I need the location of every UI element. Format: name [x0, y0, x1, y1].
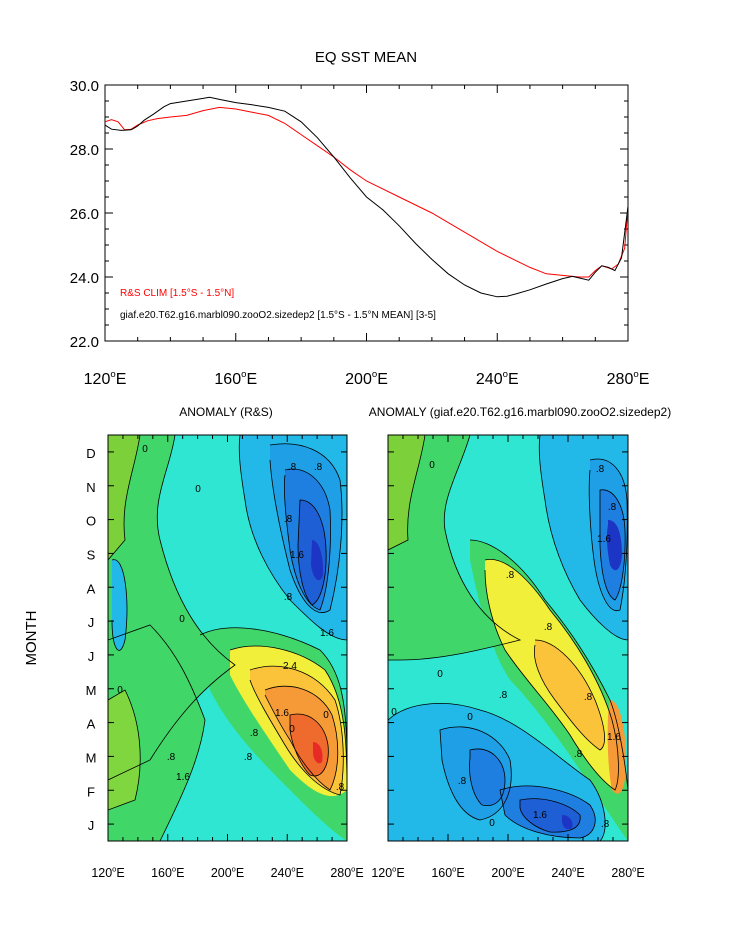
series-line-rs-clim	[105, 106, 628, 278]
month-tick-label: J	[88, 615, 95, 630]
contour-label: .8	[574, 749, 583, 760]
contour-label: .8	[244, 752, 253, 763]
left-heatmap-field	[108, 435, 347, 841]
contour-label: 0	[289, 724, 295, 735]
contour-label: .8	[314, 462, 323, 473]
panel-x-tick-label: 200oE	[211, 864, 244, 880]
panel-x-tick-label: 280oE	[611, 864, 644, 880]
contour-label: .8	[458, 776, 467, 787]
contour-label: .8	[336, 782, 345, 793]
contour-label: .8	[167, 752, 176, 763]
month-tick-label: A	[87, 581, 96, 596]
contour-label: 1.6	[320, 628, 334, 639]
month-tick-label: J	[88, 649, 95, 664]
left-panel-title: ANOMALY (R&S)	[179, 405, 273, 419]
panel-x-tick-label: 240oE	[271, 864, 304, 880]
series-line-model	[105, 96, 628, 298]
contour-label: 1.6	[290, 550, 304, 561]
month-tick-label: M	[86, 750, 97, 765]
month-tick-label: J	[88, 818, 95, 833]
contour-label: .8	[544, 622, 553, 633]
month-tick-label: M	[86, 683, 97, 698]
contour-label: .8	[608, 502, 617, 513]
contour-label: 0	[179, 614, 185, 625]
contour-label: 1.6	[533, 810, 547, 821]
contour-label: 0	[437, 669, 443, 680]
panel-x-tick-label: 240oE	[551, 864, 584, 880]
top-y-tick-label: 28.0	[70, 142, 99, 159]
contour-label: .8	[284, 514, 293, 525]
contour-label: .8	[284, 592, 293, 603]
contour-label: .8	[499, 690, 508, 701]
panel-x-tick-label: 120oE	[371, 864, 404, 880]
top-series-lines	[105, 96, 628, 298]
month-tick-label: A	[87, 717, 96, 732]
top-y-tick-label: 22.0	[70, 334, 99, 351]
left-axes-ticks	[107, 435, 348, 841]
month-tick-label: N	[86, 480, 95, 495]
contour-label: 0	[195, 484, 201, 495]
month-tick-labels: J F M A M J J A S O N D	[86, 446, 97, 833]
month-axis-label: MONTH	[23, 611, 40, 666]
month-tick-label: O	[86, 514, 96, 529]
legend-entry-rs-clim: R&S CLIM [1.5°S - 1.5°N]	[120, 288, 234, 299]
contour-label: 1.6	[275, 708, 289, 719]
contour-label: 2.4	[283, 661, 297, 672]
contour-label: 1.6	[597, 534, 611, 545]
panel-x-tick-label: 160oE	[151, 864, 184, 880]
top-y-tick-label: 24.0	[70, 270, 99, 287]
month-tick-label: F	[87, 784, 95, 799]
panel-x-tick-label: 120oE	[91, 864, 124, 880]
right-axes-ticks	[387, 435, 629, 841]
panel-x-tick-label: 160oE	[431, 864, 464, 880]
contour-label: 0	[429, 460, 435, 471]
contour-label: 0	[467, 712, 473, 723]
contour-label: .8	[250, 728, 259, 739]
contour-label: 0	[323, 710, 329, 721]
right-x-tick-labels: 120oE 160oE 200oE 240oE 280oE	[371, 864, 644, 880]
right-panel-title: ANOMALY (giaf.e20.T62.g16.marbl090.zooO2…	[369, 405, 671, 419]
top-x-tick-label: 160oE	[214, 369, 257, 388]
right-heatmap-field	[388, 435, 628, 841]
contour-label: 1.6	[607, 732, 621, 743]
month-tick-label: D	[86, 446, 95, 461]
top-x-tick-label: 280oE	[607, 369, 650, 388]
top-axes-ticks	[104, 84, 629, 342]
contour-label: .8	[596, 464, 605, 475]
top-y-tick-label: 26.0	[70, 206, 99, 223]
right-contour-labels: .8 1.6 .8 .8 .8 0 0 .8 1.6 0 0 0 .8 1.6 .8 .8 .8	[391, 460, 621, 830]
contour-label: 1.6	[176, 772, 190, 783]
contour-label: .8	[506, 570, 515, 581]
top-chart-title: EQ SST MEAN	[315, 49, 417, 66]
contour-label: 0	[391, 707, 397, 718]
contour-label: .8	[601, 819, 610, 830]
contour-label: .8	[584, 692, 593, 703]
legend-entry-model: giaf.e20.T62.g16.marbl090.zooO2.sizedep2…	[120, 310, 436, 321]
contour-label: 0	[142, 444, 148, 455]
top-plot-frame	[104, 84, 629, 342]
contour-label: 0	[117, 685, 123, 696]
month-tick-label: S	[87, 547, 96, 562]
top-x-tick-labels: 120oE 160oE 200oE 240oE 280oE	[84, 369, 650, 388]
top-x-tick-label: 200oE	[345, 369, 388, 388]
top-y-tick-label: 30.0	[70, 78, 99, 95]
top-x-tick-label: 240oE	[476, 369, 519, 388]
top-x-tick-label: 120oE	[84, 369, 127, 388]
panel-x-tick-label: 200oE	[491, 864, 524, 880]
left-x-tick-labels: 120oE 160oE 200oE 240oE 280oE	[91, 864, 363, 880]
top-y-tick-labels: 22.0 24.0 26.0 28.0 30.0	[70, 78, 99, 351]
contour-label: .8	[288, 462, 297, 473]
panel-x-tick-label: 280oE	[330, 864, 363, 880]
contour-label: 0	[489, 818, 495, 829]
